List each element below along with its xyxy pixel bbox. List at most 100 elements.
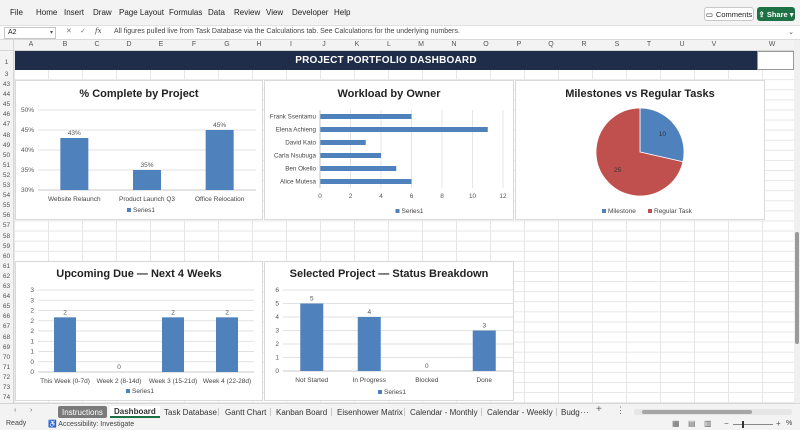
column-header-m[interactable]: M bbox=[418, 41, 424, 48]
row-header-60[interactable]: 60 bbox=[2, 252, 11, 260]
row-header-73[interactable]: 73 bbox=[2, 384, 11, 391]
row-header-64[interactable]: 64 bbox=[2, 293, 11, 301]
column-header-g[interactable]: G bbox=[224, 41, 230, 48]
name-box[interactable]: A2 ▾ bbox=[4, 27, 56, 39]
chart-milestones-vs-tasks[interactable]: Milestones vs Regular Tasks 10 25 Mileston… bbox=[515, 80, 765, 220]
row-header-56[interactable]: 56 bbox=[2, 212, 11, 220]
cancel-icon[interactable]: ✕ bbox=[66, 28, 72, 35]
select-all-corner[interactable] bbox=[0, 40, 14, 51]
sheet-options-icon[interactable]: ⋮ bbox=[616, 405, 625, 415]
column-header-q[interactable]: Q bbox=[548, 41, 554, 48]
comments-button[interactable]: ▭ Comments bbox=[704, 7, 754, 21]
column-header-j[interactable]: J bbox=[322, 41, 326, 48]
row-header-63[interactable]: 63 bbox=[2, 283, 11, 290]
row-header-45[interactable]: 45 bbox=[2, 101, 11, 109]
row-header-44[interactable]: 44 bbox=[2, 91, 11, 99]
tab-calendar-weekly[interactable]: Calendar - Weekly bbox=[487, 407, 553, 417]
column-header-l[interactable]: L bbox=[387, 41, 391, 48]
page-layout-view-icon[interactable]: ▤ bbox=[688, 419, 696, 428]
chevron-down-icon[interactable]: ▾ bbox=[49, 30, 53, 36]
menu-developer[interactable]: Developer bbox=[292, 8, 329, 17]
page-break-view-icon[interactable]: ▥ bbox=[704, 419, 712, 428]
column-header-a[interactable]: A bbox=[28, 41, 34, 48]
row-header-65[interactable]: 65 bbox=[2, 303, 11, 311]
column-header-v[interactable]: V bbox=[711, 41, 717, 48]
row-header-66[interactable]: 66 bbox=[2, 313, 11, 321]
column-header-i[interactable]: I bbox=[290, 41, 292, 48]
column-header-h[interactable]: H bbox=[256, 41, 262, 48]
menu-insert[interactable]: Insert bbox=[64, 8, 85, 17]
column-header-e[interactable]: E bbox=[158, 41, 164, 48]
insert-function-icon[interactable]: fx bbox=[95, 27, 102, 35]
row-header-1[interactable]: 1 bbox=[4, 59, 9, 66]
chart-upcoming-due[interactable]: Upcoming Due — Next 4 Weeks 0 0 1 1 2 2 2 3 3 2 Th… bbox=[15, 261, 263, 401]
row-header-50[interactable]: 50 bbox=[2, 151, 11, 159]
menu-data[interactable]: Data bbox=[208, 8, 225, 17]
row-header-43[interactable]: 43 bbox=[2, 81, 11, 88]
row-header-53[interactable]: 53 bbox=[2, 182, 11, 189]
add-sheet-icon[interactable]: + bbox=[596, 404, 602, 415]
row-header-3[interactable]: 3 bbox=[4, 71, 9, 78]
row-header-71[interactable]: 71 bbox=[2, 363, 11, 371]
row-header-48[interactable]: 48 bbox=[2, 131, 11, 139]
row-header-51[interactable]: 51 bbox=[2, 161, 11, 169]
horizontal-scrollbar[interactable] bbox=[634, 409, 792, 415]
tab-gantt-chart[interactable]: Gantt Chart bbox=[225, 407, 267, 417]
column-header-b[interactable]: B bbox=[62, 41, 68, 48]
column-header-p[interactable]: P bbox=[516, 41, 522, 48]
row-header-57[interactable]: 57 bbox=[2, 222, 11, 230]
column-header-t[interactable]: T bbox=[646, 41, 652, 48]
tab-calendar-monthly[interactable]: Calendar - Monthly bbox=[410, 407, 478, 417]
row-header-70[interactable]: 70 bbox=[2, 353, 11, 361]
more-sheets-icon[interactable]: … bbox=[580, 405, 589, 415]
column-header-k[interactable]: K bbox=[354, 41, 360, 48]
chart-status-breakdown[interactable]: Selected Project — Status Breakdown 0 1 2 3… bbox=[264, 261, 514, 401]
menu-home[interactable]: Home bbox=[36, 8, 58, 17]
tab-task-database[interactable]: Task Database bbox=[164, 407, 217, 417]
zoom-out-button[interactable]: − bbox=[724, 419, 729, 428]
tab-instructions[interactable]: Instructions bbox=[58, 406, 107, 418]
normal-view-icon[interactable]: ▦ bbox=[672, 419, 680, 428]
row-header-54[interactable]: 54 bbox=[2, 192, 11, 200]
formula-input[interactable]: All figures pulled live from Task Databa… bbox=[114, 28, 460, 35]
tab-dashboard[interactable]: Dashboard bbox=[110, 406, 160, 418]
menu-review[interactable]: Review bbox=[234, 8, 261, 17]
tab-budget[interactable]: Budg bbox=[561, 407, 580, 417]
column-header-r[interactable]: R bbox=[581, 41, 587, 48]
column-header-f[interactable]: F bbox=[191, 41, 197, 48]
row-header-67[interactable]: 67 bbox=[2, 323, 11, 331]
row-header-72[interactable]: 72 bbox=[2, 373, 11, 381]
chart-workload-by-owner[interactable]: Workload by Owner 0 2 4 6 8 10 12 Frank Ssentam… bbox=[264, 80, 514, 220]
column-header-u[interactable]: U bbox=[679, 41, 685, 48]
accessibility-status[interactable]: ♿ Accessibility: Investigate bbox=[48, 420, 134, 428]
menu-page-layout[interactable]: Page Layout bbox=[119, 8, 164, 17]
column-header-s[interactable]: S bbox=[614, 41, 620, 48]
tab-eisenhower-matrix[interactable]: Eisenhower Matrix bbox=[337, 407, 403, 417]
enter-icon[interactable]: ✓ bbox=[80, 28, 86, 35]
row-header-68[interactable]: 68 bbox=[2, 333, 11, 341]
vertical-scroll-thumb[interactable] bbox=[795, 232, 799, 344]
column-header-n[interactable]: N bbox=[451, 41, 457, 48]
row-header-62[interactable]: 62 bbox=[2, 272, 11, 280]
column-header-c[interactable]: C bbox=[94, 41, 100, 48]
row-header-61[interactable]: 61 bbox=[2, 262, 11, 270]
row-header-49[interactable]: 49 bbox=[2, 141, 11, 149]
zoom-slider[interactable] bbox=[733, 424, 773, 425]
row-header-46[interactable]: 46 bbox=[2, 111, 11, 119]
row-header-58[interactable]: 58 bbox=[2, 232, 11, 240]
row-header-55[interactable]: 55 bbox=[2, 202, 11, 210]
menu-formulas[interactable]: Formulas bbox=[169, 8, 203, 17]
vertical-scrollbar[interactable] bbox=[794, 40, 800, 403]
chevron-right-icon[interactable]: › bbox=[30, 407, 33, 414]
row-header-47[interactable]: 47 bbox=[2, 121, 11, 129]
share-button[interactable]: ⇪ Share ▾ bbox=[757, 7, 795, 21]
row-header-59[interactable]: 59 bbox=[2, 242, 11, 250]
row-header-52[interactable]: 52 bbox=[2, 171, 11, 179]
menu-view[interactable]: View bbox=[266, 8, 284, 17]
menu-draw[interactable]: Draw bbox=[93, 8, 112, 17]
column-header-w[interactable]: W bbox=[768, 41, 776, 48]
menu-help[interactable]: Help bbox=[334, 8, 351, 17]
chevron-left-icon[interactable]: ‹ bbox=[14, 407, 17, 414]
row-header-69[interactable]: 69 bbox=[2, 343, 11, 351]
menu-file[interactable]: File bbox=[10, 8, 23, 17]
